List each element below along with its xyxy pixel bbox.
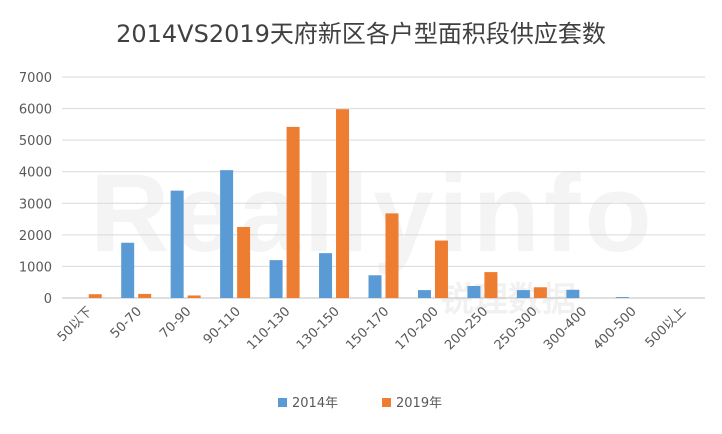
y-tick-label: 6000 bbox=[19, 103, 52, 118]
bar-2019 bbox=[336, 109, 350, 299]
bar-2014 bbox=[220, 170, 234, 298]
x-tick-label: 90-110 bbox=[201, 304, 244, 347]
x-tick-label: 170-200 bbox=[393, 304, 442, 353]
y-tick-label: 5000 bbox=[19, 134, 52, 149]
bar-2019 bbox=[484, 272, 498, 298]
legend-label: 2014年 bbox=[292, 396, 338, 411]
bar-2014 bbox=[417, 290, 431, 298]
x-tick-label: 200-250 bbox=[442, 304, 491, 353]
bar-2014 bbox=[467, 286, 481, 298]
bar-2019 bbox=[237, 226, 251, 298]
legend-label: 2019年 bbox=[396, 396, 442, 411]
bar-2014 bbox=[319, 253, 333, 298]
bar-2019 bbox=[533, 287, 547, 298]
bar-2014 bbox=[368, 275, 382, 298]
x-tick-label: 110-130 bbox=[244, 304, 293, 353]
y-tick-label: 0 bbox=[44, 292, 52, 307]
bar-2014 bbox=[170, 190, 184, 298]
chart-title: 2014VS2019天府新区各户型面积段供应套数 bbox=[116, 20, 606, 48]
legend-swatch bbox=[382, 398, 391, 407]
watermark-cn: 锐理数据 bbox=[440, 280, 576, 320]
bar-2019 bbox=[187, 295, 201, 298]
legend-swatch bbox=[278, 398, 287, 407]
x-tick-label: 300-400 bbox=[541, 304, 590, 353]
y-tick-label: 3000 bbox=[19, 197, 52, 212]
y-tick-label: 1000 bbox=[19, 260, 52, 275]
bar-2019 bbox=[385, 213, 399, 298]
bar-2019 bbox=[434, 240, 448, 298]
x-tick-label: 500以上 bbox=[643, 304, 690, 351]
bar-2014 bbox=[615, 297, 629, 298]
bar-2014 bbox=[269, 260, 283, 298]
x-tick-label: 250-300 bbox=[492, 304, 541, 353]
bar-2019 bbox=[138, 293, 152, 298]
x-tick-label: 150-170 bbox=[343, 304, 392, 353]
bar-2019 bbox=[286, 126, 300, 298]
bar-2014 bbox=[566, 289, 580, 298]
y-tick-label: 4000 bbox=[19, 166, 52, 181]
y-tick-label: 2000 bbox=[19, 229, 52, 244]
bar-2019 bbox=[88, 294, 102, 298]
bar-2014 bbox=[121, 242, 135, 298]
y-tick-label: 7000 bbox=[19, 71, 52, 86]
x-tick-label: 70-90 bbox=[157, 304, 194, 341]
x-tick-label: 400-500 bbox=[591, 304, 640, 353]
x-tick-label: 50以下 bbox=[55, 304, 96, 345]
x-tick-label: 130-150 bbox=[294, 304, 343, 353]
bar-2014 bbox=[516, 290, 530, 298]
x-tick-label: 50-70 bbox=[108, 304, 145, 341]
